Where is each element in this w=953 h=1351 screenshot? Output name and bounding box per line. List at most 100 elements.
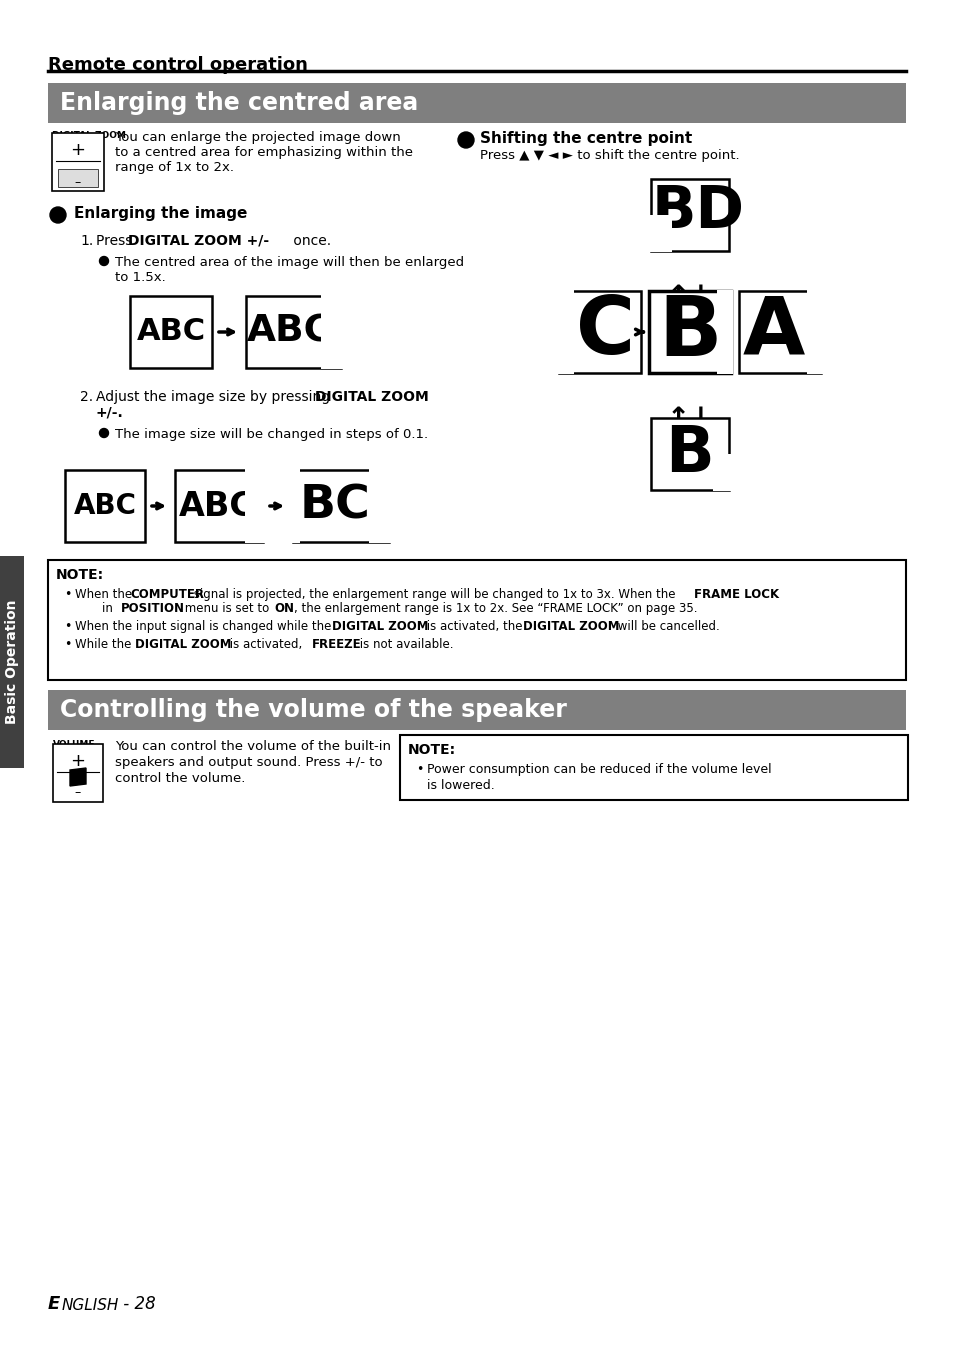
Text: is lowered.: is lowered. [427,780,495,792]
Bar [246,296,340,367]
Circle shape [457,132,474,149]
Bar [558,290,574,374]
Text: Enlarging the centred area: Enlarging the centred area [60,91,417,115]
Bar [48,690,905,730]
Bar [245,469,265,543]
Text: menu is set to: menu is set to [181,603,273,615]
Text: , the enlargement range is 1x to 2x. See “FRAME LOCK” on page 35.: , the enlargement range is 1x to 2x. See… [294,603,697,615]
Bar [806,290,826,374]
Text: - 28: - 28 [118,1296,155,1313]
Text: VOLUME: VOLUME [53,740,95,748]
Text: +: + [71,141,86,159]
Text: is not available.: is not available. [355,638,453,651]
Bar [650,178,728,251]
Text: •: • [64,588,71,601]
Text: control the volume.: control the volume. [115,771,245,785]
Text: will be cancelled.: will be cancelled. [614,620,719,634]
Text: Controlling the volume of the speaker: Controlling the volume of the speaker [60,698,566,721]
Text: Basic Operation: Basic Operation [5,600,19,724]
Text: –: – [74,176,81,189]
Text: E: E [48,1296,60,1313]
Text: NOTE:: NOTE: [408,743,456,757]
Text: •: • [64,638,71,651]
Text: C: C [576,293,635,372]
Circle shape [99,428,109,438]
Bar [558,290,640,373]
Text: BD: BD [651,182,743,240]
Bar [369,469,391,543]
Text: When the input signal is changed while the: When the input signal is changed while t… [75,620,335,634]
Text: +/-.: +/-. [96,407,124,420]
Text: DIGITAL ZOOM: DIGITAL ZOOM [332,620,428,634]
Bar [712,454,730,490]
Text: POSITION: POSITION [121,603,185,615]
Bar [58,169,98,186]
Bar [649,215,671,253]
Text: signal is projected, the enlargement range will be changed to 1x to 3x. When the: signal is projected, the enlargement ran… [190,588,679,601]
Text: NOTE:: NOTE: [56,567,104,582]
Text: once.: once. [289,234,331,249]
Polygon shape [70,767,86,786]
Text: DIGITAL ZOOM +/-: DIGITAL ZOOM +/- [128,234,269,249]
Text: •: • [416,763,423,775]
Text: The image size will be changed in steps of 0.1.: The image size will be changed in steps … [115,428,428,440]
Text: •: • [64,620,71,634]
Text: FRAME LOCK: FRAME LOCK [693,588,779,601]
Text: You can enlarge the projected image down: You can enlarge the projected image down [115,131,400,145]
Circle shape [50,207,66,223]
Bar [48,561,905,680]
Text: in: in [102,603,116,615]
Bar [52,132,104,190]
Text: FREEZE: FREEZE [312,638,361,651]
Text: DIGITAL ZOOM: DIGITAL ZOOM [135,638,232,651]
Bar [292,469,299,543]
Circle shape [99,257,109,266]
Text: Press ▲ ▼ ◄ ► to shift the centre point.: Press ▲ ▼ ◄ ► to shift the centre point. [479,149,739,162]
Text: B: B [658,292,721,373]
Text: speakers and output sound. Press +/- to: speakers and output sound. Press +/- to [115,757,382,769]
Text: ABC: ABC [179,489,254,523]
Text: DIGITAL ZOOM: DIGITAL ZOOM [314,390,428,404]
Text: DIGITAL ZOOM: DIGITAL ZOOM [522,620,618,634]
Text: While the: While the [75,638,135,651]
Bar [65,470,145,542]
Text: ABC: ABC [136,317,205,346]
Bar [0,557,24,767]
Text: –: – [74,786,81,798]
Text: 2.: 2. [80,390,93,404]
Text: ABC: ABC [246,313,332,350]
Text: ↑↓: ↑↓ [666,282,713,311]
Bar [739,290,821,373]
Text: ↑↓: ↑↓ [666,405,713,434]
Bar [48,82,905,123]
Text: ABC: ABC [73,492,136,520]
Text: ON: ON [274,603,294,615]
Text: Press: Press [96,234,136,249]
Text: A: A [742,293,804,372]
Bar [648,290,730,373]
Bar [320,295,343,369]
Text: DIGITAL ZOOM: DIGITAL ZOOM [52,131,126,141]
Bar [174,470,263,542]
Text: is activated,: is activated, [226,638,306,651]
Bar [293,470,389,542]
Text: COMPUTER: COMPUTER [130,588,204,601]
Text: Adjust the image size by pressing: Adjust the image size by pressing [96,390,335,404]
Text: Shifting the centre point: Shifting the centre point [479,131,692,146]
Text: Enlarging the image: Enlarging the image [74,205,247,222]
Text: BC: BC [299,484,370,528]
Text: When the: When the [75,588,135,601]
Text: +: + [71,753,86,770]
Bar [130,296,212,367]
Text: The centred area of the image will then be enlarged: The centred area of the image will then … [115,255,464,269]
Text: 1.: 1. [80,234,93,249]
Text: You can control the volume of the built-in: You can control the volume of the built-… [115,740,391,753]
Text: NGLISH: NGLISH [62,1298,119,1313]
Bar [53,744,103,802]
Text: is activated, the: is activated, the [422,620,526,634]
Text: B: B [665,423,714,485]
Text: to 1.5x.: to 1.5x. [115,272,166,284]
Bar [650,417,728,490]
Text: to a centred area for emphasizing within the: to a centred area for emphasizing within… [115,146,413,159]
Bar [717,290,732,374]
